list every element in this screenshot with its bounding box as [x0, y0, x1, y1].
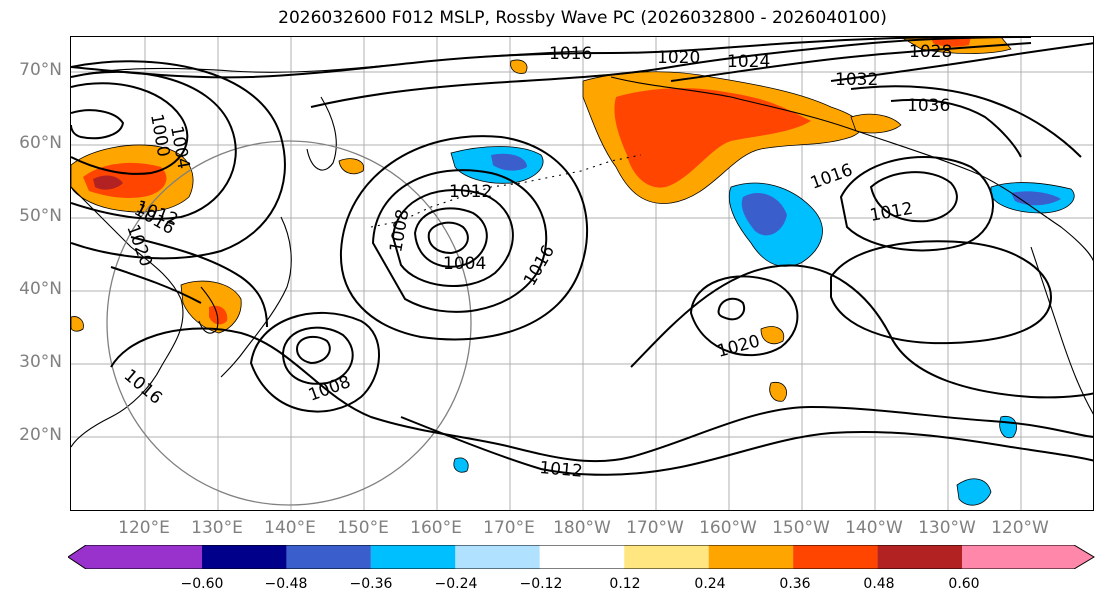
isobar-1032 [850, 85, 1082, 158]
isobar-low-1012 [371, 169, 548, 313]
lat-label-20n: 20°N [19, 425, 62, 445]
lon-label-150e: 150°E [337, 518, 389, 538]
colorbar-cell [286, 545, 371, 569]
isobar-label: 1016 [520, 242, 559, 289]
lon-label-130e: 130°E [191, 518, 243, 538]
lon-label-140w: 140°W [845, 518, 903, 538]
isobar-high-1012-east [830, 240, 1053, 345]
colorbar-cell [624, 545, 709, 569]
map-canvas: 1016 1020 1024 1028 1032 1036 1000 1004 … [71, 37, 1093, 510]
isobar-1020-north [310, 37, 1032, 108]
isobar-1012-southwest [249, 311, 380, 413]
isobar-label: 1012 [449, 182, 492, 202]
colorbar-tick-label: 0.48 [863, 576, 895, 592]
lon-label-170e: 170°E [483, 518, 535, 538]
colorbar-tick-label: −0.12 [519, 576, 563, 592]
lat-label-30n: 30°N [19, 352, 62, 372]
lon-label-180w: 180°W [553, 518, 611, 538]
isobars [71, 37, 1093, 476]
isobar-label: 1028 [909, 42, 952, 62]
isobar-high-1016 [689, 275, 799, 357]
positive-anomaly-gulf [850, 113, 902, 134]
graticule [71, 37, 1093, 510]
colorbar-outline [68, 545, 1095, 569]
lon-label-150w: 150°W [772, 518, 830, 538]
colorbar-cell [793, 545, 878, 569]
lon-label-120w: 120°W [991, 518, 1049, 538]
positive-anomaly-alaska-core [614, 88, 811, 188]
isobar-low-1004-a [413, 207, 488, 268]
colorbar-cell [962, 545, 1094, 569]
colorbar-cell [455, 545, 540, 569]
lat-label-60n: 60°N [19, 133, 62, 153]
colorbar-tick-label: −0.36 [349, 576, 393, 592]
colorbar-cell [202, 545, 287, 569]
isobar-label: 1020 [657, 48, 700, 68]
isobar-high-1020-ring [717, 297, 745, 321]
isobar-low-1004-inner [427, 221, 469, 255]
isobar-label: 1004 [443, 254, 486, 274]
colorbar-cell [877, 545, 962, 569]
colorbar-tick-label: 0.60 [948, 576, 980, 592]
isobar-1020-mid [630, 264, 1093, 399]
colorbar-cell [708, 545, 794, 569]
colorbar-cell [539, 545, 625, 569]
lon-label-140e: 140°E [264, 518, 316, 538]
isobar-high-1012-east-mid [839, 156, 994, 252]
colorbar-cell [68, 545, 202, 569]
isobar-1024-north [670, 42, 1032, 82]
colorbar-tick-label: 0.12 [609, 576, 641, 592]
isobar-low-1008 [391, 189, 514, 287]
isobar-1008-west [71, 70, 237, 220]
coast-japan [220, 216, 292, 378]
isobar-low-japan-1008b [281, 326, 354, 385]
isobar-1016-north [71, 37, 972, 79]
isobar-1012-west [71, 60, 286, 260]
isobar-1016-southwest [110, 327, 1093, 463]
lat-label-50n: 50°N [19, 206, 62, 226]
isobar-label: 1036 [907, 96, 950, 116]
range-circle [106, 140, 472, 506]
colorbar-tick-label: −0.60 [180, 576, 224, 592]
coast-kamchatka [306, 96, 337, 171]
isobar-low-1016 [339, 135, 589, 341]
lat-label-70n: 70°N [19, 60, 62, 80]
isobar-label: 1016 [549, 44, 592, 64]
isobar-high-1016-east-inner [869, 171, 958, 223]
isobar-label: 1008 [306, 372, 353, 406]
colorbar-tick-label: 0.36 [779, 576, 811, 592]
map-panel: 1016 1020 1024 1028 1032 1036 1000 1004 … [70, 36, 1094, 511]
colorbar-tick-label: −0.48 [264, 576, 308, 592]
isobar-low-japan-1008 [295, 335, 331, 365]
lon-label-160e: 160°E [410, 518, 462, 538]
lon-label-170w: 170°W [626, 518, 684, 538]
isobar-1020-west [110, 266, 202, 304]
colorbar [68, 545, 1095, 569]
lon-label-130w: 130°W [918, 518, 976, 538]
isobar-1016-west [130, 236, 268, 328]
isobar-label: 1012 [539, 458, 584, 482]
isobar-label: 1020 [715, 331, 762, 362]
map-title: 2026032600 F012 MSLP, Rossby Wave PC (20… [278, 8, 887, 28]
isobar-1028-north [830, 42, 1093, 82]
lat-label-40n: 40°N [19, 279, 62, 299]
anomaly-shading [71, 37, 1075, 506]
isobar-label: 1016 [808, 160, 855, 194]
isobar-label: 1008 [386, 208, 413, 254]
isobar-label: 1024 [727, 52, 770, 72]
isobar-1004-west [71, 82, 189, 175]
colorbar-tick-label: 0.24 [694, 576, 726, 592]
lon-label-120e: 120°E [118, 518, 170, 538]
lon-label-160w: 160°W [699, 518, 757, 538]
colorbar-cell [370, 545, 456, 569]
isobar-1036 [890, 98, 1022, 158]
isobar-1012-south [400, 416, 1093, 476]
coast-alaska [610, 76, 1093, 262]
isobar-1000 [71, 109, 125, 140]
colorbar-tick-label: −0.24 [434, 576, 478, 592]
isobar-label: 1032 [835, 70, 878, 90]
